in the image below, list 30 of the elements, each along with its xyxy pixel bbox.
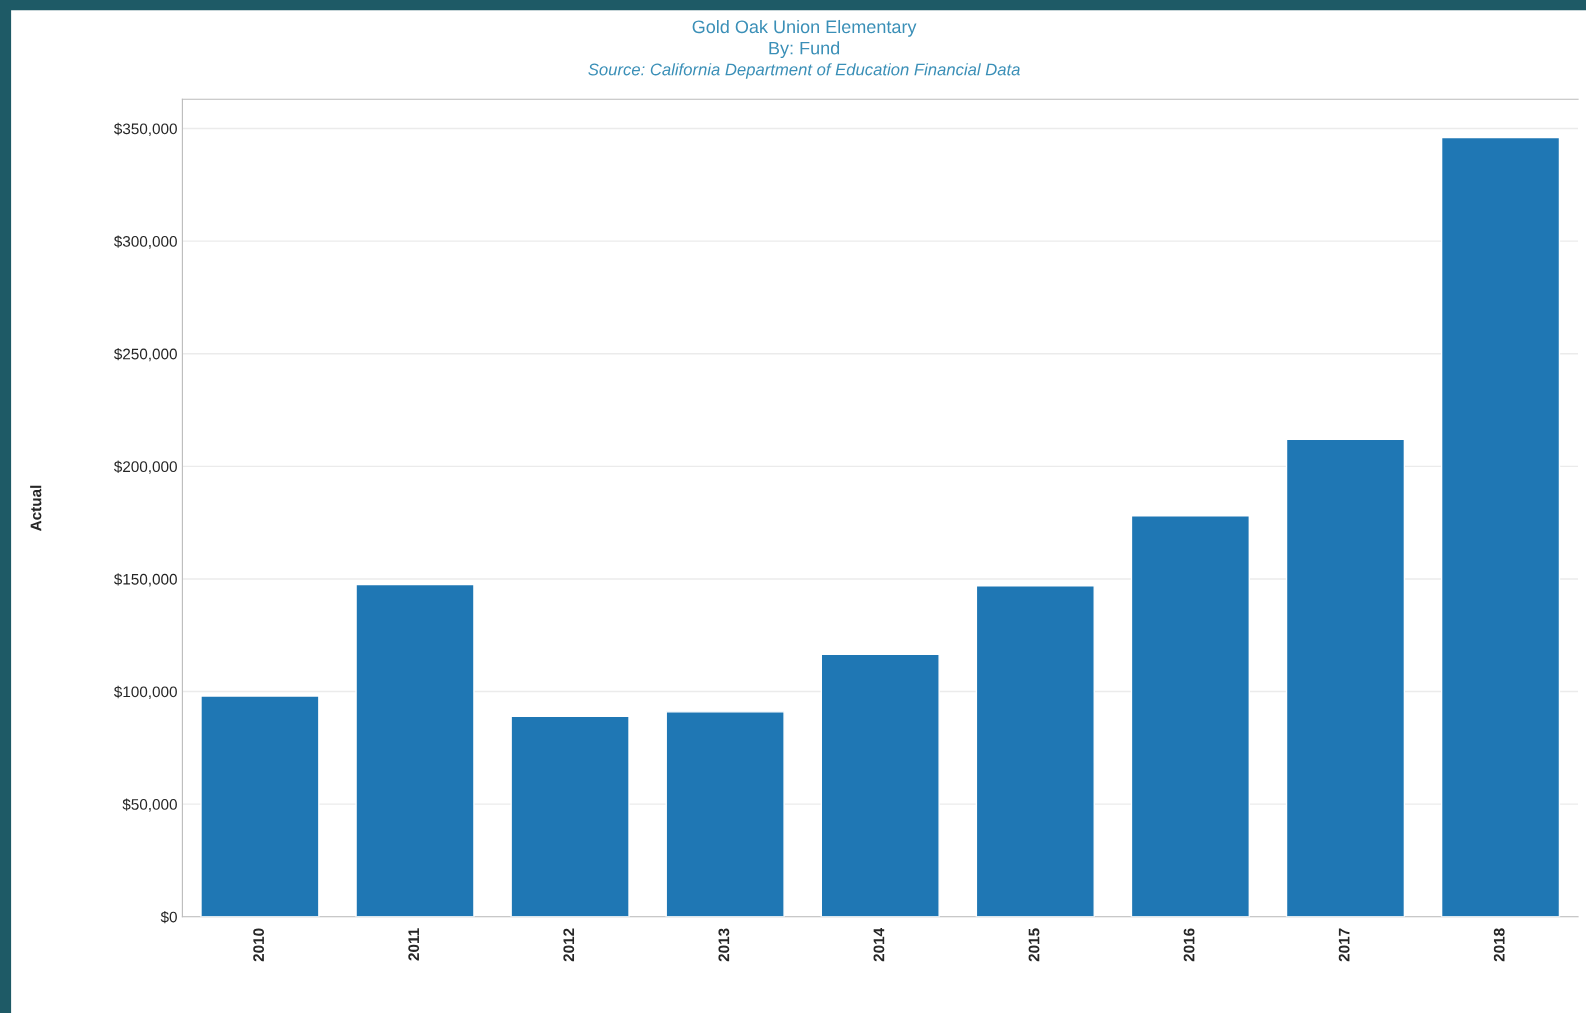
x-tick-label: 2017 (1338, 928, 1350, 962)
y-tick-label: $300,000 (113, 235, 177, 249)
x-tick-label: 2012 (563, 928, 575, 962)
bar (355, 583, 475, 917)
y-tick-label: $200,000 (113, 460, 177, 474)
y-tick-label: $250,000 (113, 347, 177, 362)
x-tick-label: 2014 (873, 927, 885, 962)
chart-title: Gold Oak Union Elementary (692, 19, 917, 37)
y-tick-label: $50,000 (122, 798, 177, 812)
x-tick-label: 2011 (408, 928, 420, 961)
chart-subtitle: By: Fund (769, 41, 840, 59)
y-tick-label: $0 (160, 910, 177, 924)
bar (1440, 136, 1561, 917)
x-tick-label: 2016 (1183, 928, 1195, 962)
y-tick-label: $150,000 (113, 573, 177, 587)
bar (975, 585, 1095, 917)
bar (1130, 515, 1251, 917)
y-axis-title: Actual (30, 485, 42, 531)
y-tick-label: $350,000 (113, 122, 177, 137)
bar (1285, 438, 1406, 917)
bar (200, 695, 320, 917)
source-note: Source: California Department of Education Financial Data (588, 63, 1020, 79)
x-tick-label: 2013 (718, 928, 730, 962)
bar (510, 715, 630, 917)
x-tick-label: 2018 (1493, 928, 1505, 962)
x-tick-label: 2015 (1028, 928, 1040, 962)
y-tick-label: $100,000 (113, 685, 177, 700)
x-tick-label: 2010 (253, 928, 265, 962)
bar (665, 711, 785, 917)
bar (820, 653, 940, 917)
